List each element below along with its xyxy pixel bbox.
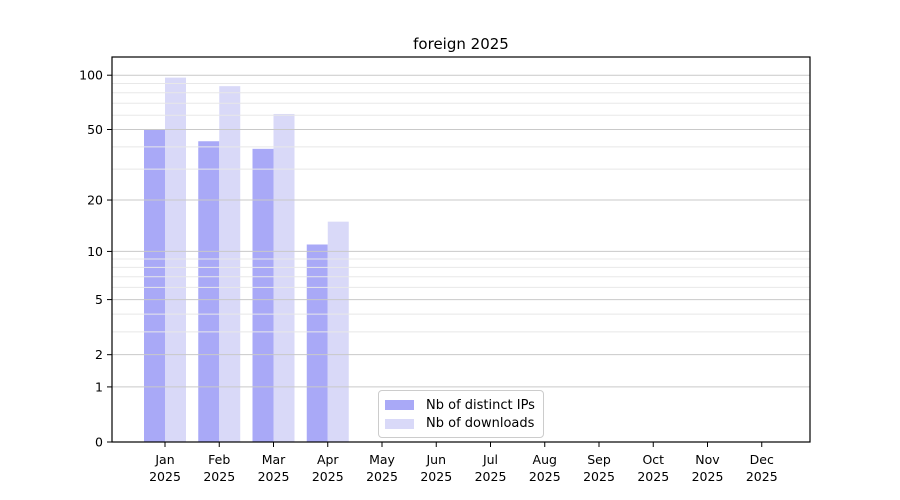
x-tick-label-jul: Jul	[482, 452, 498, 467]
y-tick-label-0: 0	[95, 435, 103, 450]
x-tick-year-jan: 2025	[149, 469, 181, 484]
chart-title: foreign 2025	[413, 35, 509, 53]
y-tick-label-1: 1	[95, 379, 103, 394]
x-tick-year-oct: 2025	[637, 469, 669, 484]
bar-mar-distinct-ips	[252, 148, 274, 442]
x-tick-label-oct: Oct	[642, 452, 664, 467]
chart-legend: Nb of distinct IPs Nb of downloads	[378, 390, 544, 438]
x-tick-year-jun: 2025	[420, 469, 452, 484]
x-tick-year-apr: 2025	[312, 469, 344, 484]
plot-border	[111, 56, 811, 443]
x-tick-label-aug: Aug	[533, 452, 557, 467]
y-tick-label-50: 50	[87, 122, 103, 137]
legend-label-distinct-ips: Nb of distinct IPs	[426, 397, 535, 413]
x-tick-year-aug: 2025	[529, 469, 561, 484]
x-tick-label-may: May	[369, 452, 395, 467]
x-tick-label-apr: Apr	[317, 452, 339, 467]
x-tick-year-jul: 2025	[475, 469, 507, 484]
x-tick-year-feb: 2025	[203, 469, 235, 484]
x-tick-label-sep: Sep	[587, 452, 611, 467]
x-tick-year-sep: 2025	[583, 469, 615, 484]
x-tick-label-feb: Feb	[208, 452, 230, 467]
x-tick-year-nov: 2025	[692, 469, 724, 484]
legend-label-downloads: Nb of downloads	[426, 416, 535, 432]
x-tick-year-dec: 2025	[746, 469, 778, 484]
y-tick-label-20: 20	[87, 193, 103, 208]
bar-feb-downloads	[219, 86, 241, 442]
x-tick-label-nov: Nov	[695, 452, 720, 467]
x-tick-label-dec: Dec	[750, 452, 774, 467]
legend-swatch-distinct-ips	[385, 400, 414, 411]
legend-item-distinct-ips: Nb of distinct IPs	[385, 396, 535, 415]
bar-mar-downloads	[273, 113, 295, 442]
y-tick-label-10: 10	[87, 244, 103, 259]
bar-feb-distinct-ips	[198, 141, 220, 442]
bar-apr-distinct-ips	[306, 244, 328, 442]
legend-item-downloads: Nb of downloads	[385, 415, 535, 434]
x-tick-label-jun: Jun	[425, 452, 446, 467]
bar-jan-distinct-ips	[144, 129, 165, 442]
x-tick-label-jan: Jan	[154, 452, 174, 467]
legend-swatch-downloads	[385, 418, 414, 429]
y-tick-label-100: 100	[79, 68, 103, 83]
y-tick-label-2: 2	[95, 347, 103, 362]
y-tick-label-5: 5	[95, 292, 103, 307]
x-tick-year-may: 2025	[366, 469, 398, 484]
x-tick-year-mar: 2025	[258, 469, 290, 484]
x-tick-label-mar: Mar	[262, 452, 286, 467]
